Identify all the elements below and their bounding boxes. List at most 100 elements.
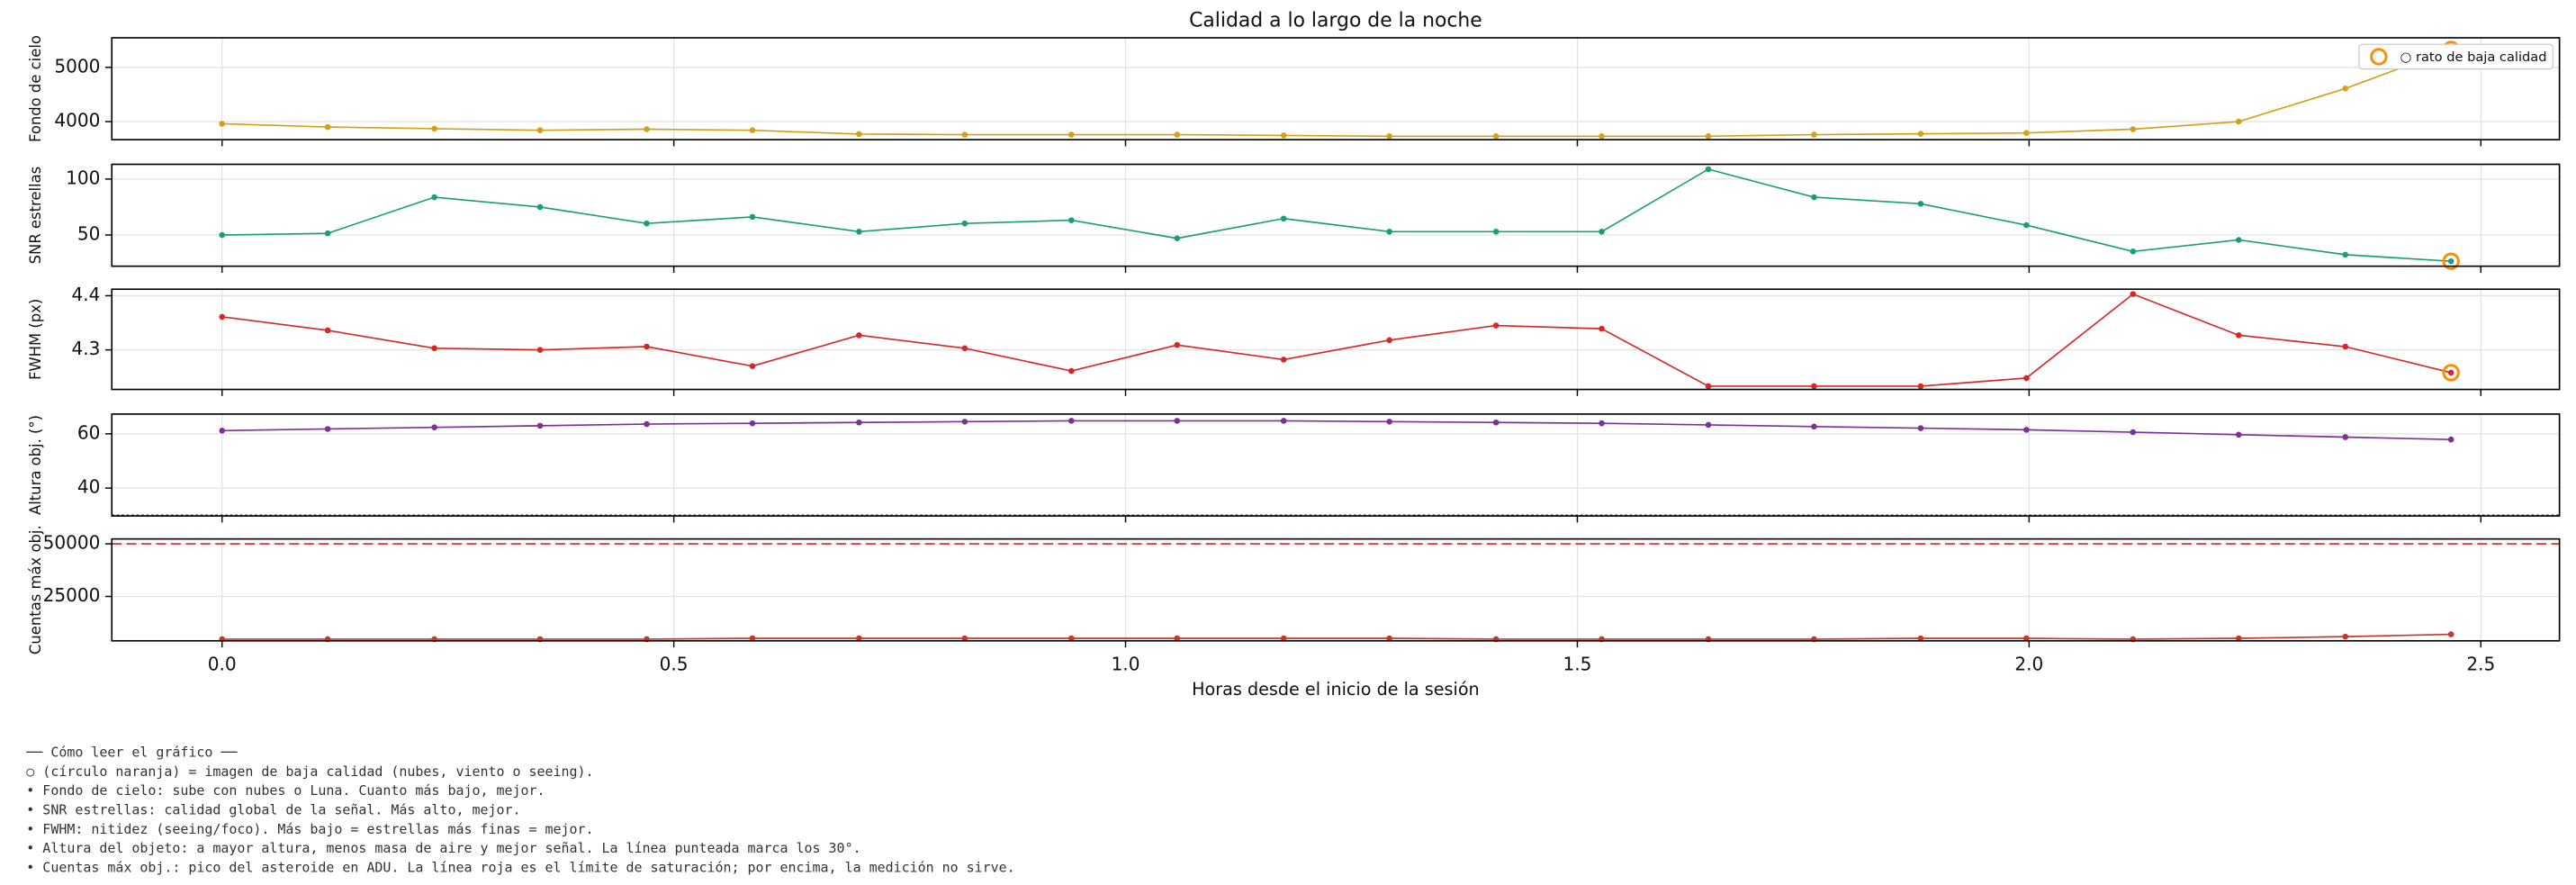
data-point <box>2235 332 2242 339</box>
axes-frame <box>111 163 2561 267</box>
data-point <box>749 127 756 133</box>
legend-box <box>2358 43 2553 70</box>
data-point <box>324 327 331 334</box>
data-point <box>2447 436 2454 443</box>
data-point <box>1068 635 1075 642</box>
data-line <box>221 49 2452 138</box>
data-point <box>856 635 862 642</box>
data-point <box>1386 635 1392 642</box>
data-point <box>1386 419 1392 425</box>
y-tick-label: 50000 <box>43 532 101 554</box>
data-point <box>749 363 756 369</box>
data-point <box>2447 369 2454 376</box>
data-point <box>856 229 862 235</box>
data-point <box>644 126 650 132</box>
data-point <box>2235 237 2242 243</box>
data-point <box>2130 291 2137 297</box>
data-point <box>2023 427 2030 433</box>
data-point <box>1492 133 1500 140</box>
data-point <box>1917 201 1924 207</box>
data-point <box>536 347 544 353</box>
data-point <box>644 420 650 428</box>
data-line <box>221 633 2452 640</box>
y-axis-label: Fondo de cielo <box>27 35 44 142</box>
data-point <box>2023 130 2030 137</box>
y-tick-label: 4000 <box>54 110 100 131</box>
data-point <box>1174 635 1181 642</box>
data-point <box>324 426 331 432</box>
axes-frame <box>111 413 2561 517</box>
data-point <box>219 121 225 127</box>
axes-frame <box>111 37 2561 140</box>
data-point <box>431 345 437 352</box>
data-point <box>2235 118 2242 125</box>
x-tick-label: 1.5 <box>1563 654 1592 675</box>
y-tick-label: 60 <box>77 421 101 443</box>
data-point <box>1492 229 1500 235</box>
data-point <box>1280 418 1287 424</box>
note-line: • Cuentas máx obj.: pico del asteroide e… <box>26 860 1014 876</box>
note-line: • SNR estrellas: calidad global de la se… <box>26 801 520 817</box>
data-point <box>1917 131 1924 137</box>
data-point <box>961 419 968 425</box>
data-point <box>2130 248 2137 255</box>
data-point <box>1068 418 1075 424</box>
legend-label: ○ rato de baja calidad <box>2400 50 2547 65</box>
data-point <box>2235 431 2242 438</box>
x-tick-label: 1.0 <box>1112 654 1140 675</box>
data-point <box>1811 423 1817 430</box>
data-point <box>1492 322 1500 329</box>
data-point <box>1492 419 1500 426</box>
data-point <box>1280 635 1287 642</box>
data-point <box>1068 131 1075 138</box>
x-tick-label: 0.0 <box>208 654 237 675</box>
flag-marker <box>2442 364 2460 382</box>
data-point <box>1705 133 1712 140</box>
y-tick-label: 4.4 <box>72 284 101 305</box>
data-point <box>1599 325 1605 332</box>
data-line <box>221 293 2452 387</box>
note-line: ── Cómo leer el gráfico ── <box>25 744 238 760</box>
data-point <box>2342 343 2349 350</box>
data-point <box>2342 434 2349 440</box>
data-point <box>536 127 544 133</box>
data-point <box>219 313 225 321</box>
y-axis-label: SNR estrellas <box>27 167 44 265</box>
data-point <box>961 345 968 352</box>
note-line: • FWHM: nitidez (seeing/foco). Más bajo … <box>26 821 593 837</box>
data-point <box>1811 131 1817 138</box>
data-point <box>644 343 650 350</box>
data-point <box>1174 341 1181 348</box>
data-point <box>749 213 756 221</box>
flag-marker <box>2442 252 2460 270</box>
data-point <box>536 422 544 429</box>
data-point <box>324 230 331 237</box>
data-point <box>1386 133 1392 140</box>
data-point <box>1280 357 1287 363</box>
data-point <box>2023 635 2030 642</box>
data-point <box>644 220 650 227</box>
data-point <box>1068 217 1075 223</box>
legend-marker <box>2370 48 2388 66</box>
data-point <box>961 635 968 642</box>
y-tick-label: 5000 <box>54 55 100 77</box>
note-line: • Fondo de cielo: sube con nubes o Luna.… <box>26 782 545 799</box>
data-point <box>1174 131 1181 138</box>
data-point <box>1280 215 1287 222</box>
data-point <box>961 131 968 138</box>
data-point <box>1174 235 1181 242</box>
data-point <box>2023 375 2030 382</box>
data-point <box>1917 425 1924 431</box>
data-point <box>2130 126 2137 132</box>
y-tick-label: 25000 <box>43 584 101 606</box>
data-point <box>1386 337 1392 344</box>
y-tick-label: 50 <box>77 223 101 245</box>
data-point <box>1068 367 1075 375</box>
data-point <box>2235 635 2242 642</box>
data-line <box>221 420 2452 441</box>
note-line: ○ (círculo naranja) = imagen de baja cal… <box>26 763 593 780</box>
data-point <box>1917 383 1924 390</box>
data-point <box>431 424 437 430</box>
